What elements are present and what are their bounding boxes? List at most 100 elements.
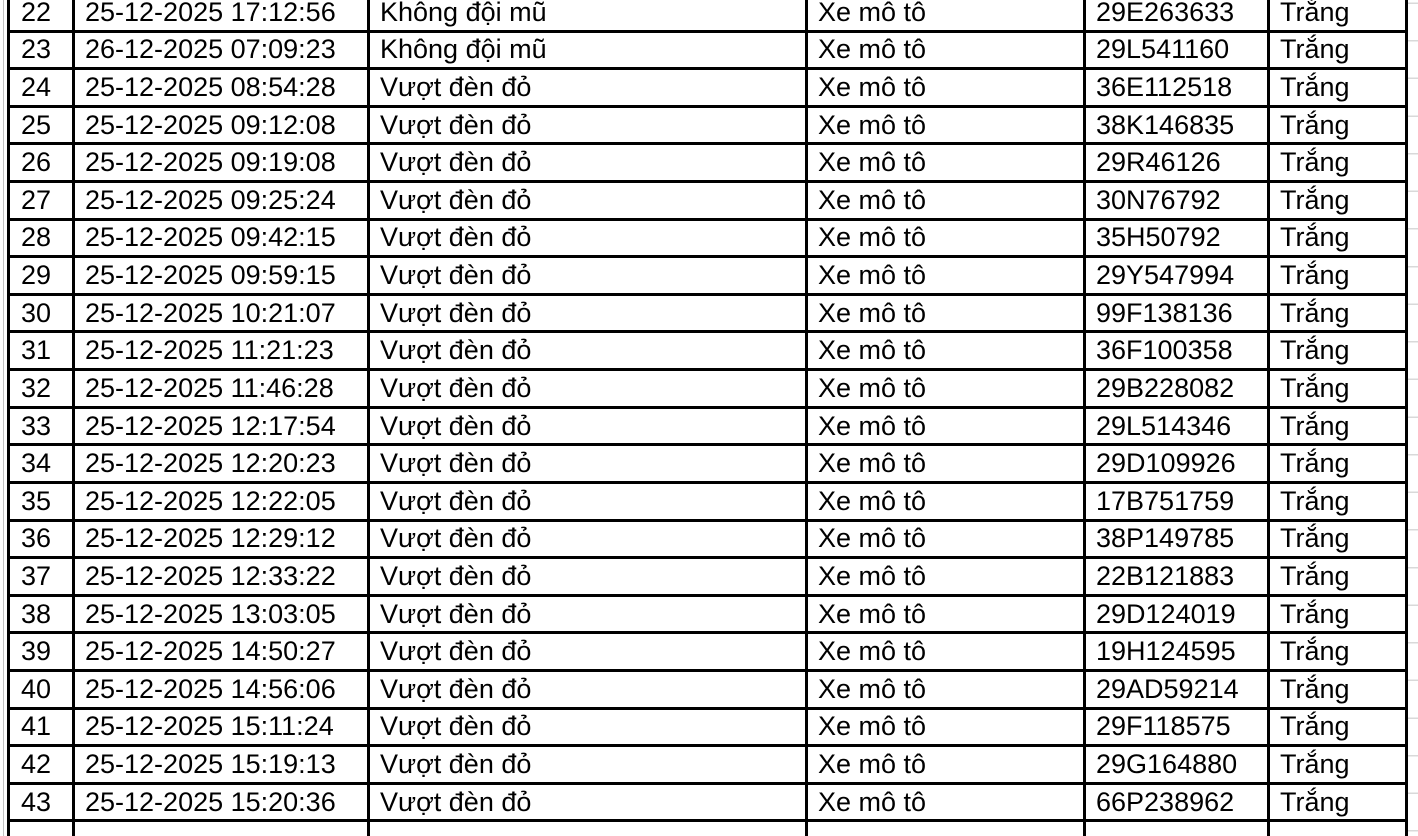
- cell-status[interactable]: Trắng: [1270, 446, 1408, 484]
- cell-vehicle-type[interactable]: Xe mô tô: [808, 634, 1086, 672]
- cell-row-number[interactable]: 33: [10, 408, 75, 447]
- cell-violation[interactable]: Vượt đèn đỏ: [370, 559, 808, 597]
- cell-status[interactable]: Trắng: [1270, 333, 1408, 372]
- cell-datetime[interactable]: 25-12-2025 15:19:13: [75, 747, 370, 785]
- cell-license-plate[interactable]: 17B751759: [1086, 483, 1270, 522]
- cell-vehicle-type[interactable]: Xe mô tô: [808, 333, 1086, 372]
- cell-license-plate[interactable]: 29L541160: [1086, 32, 1270, 71]
- cell-status[interactable]: Trắng: [1270, 784, 1408, 823]
- cell-row-number[interactable]: 29: [10, 258, 75, 296]
- cell-license-plate[interactable]: 36F100358: [1086, 333, 1270, 372]
- cell-vehicle-type[interactable]: Xe mô tô: [808, 784, 1086, 823]
- cell-row-number[interactable]: 28: [10, 220, 75, 259]
- cell-license-plate[interactable]: 29L514346: [1086, 408, 1270, 447]
- cell-status[interactable]: Trắng: [1270, 747, 1408, 785]
- cell-status[interactable]: Trắng: [1270, 671, 1408, 710]
- cell-datetime[interactable]: 25-12-2025 11:46:28: [75, 371, 370, 409]
- cell-status[interactable]: Trắng: [1270, 70, 1408, 108]
- cell-row-number[interactable]: 22: [10, 0, 75, 33]
- cell-row-number[interactable]: 37: [10, 559, 75, 597]
- cell-datetime[interactable]: 25-12-2025 15:20:36: [75, 784, 370, 823]
- cell-row-number[interactable]: 26: [10, 145, 75, 184]
- cell-vehicle-type[interactable]: Xe mô tô: [808, 183, 1086, 221]
- cell-vehicle-type[interactable]: Xe mô tô: [808, 371, 1086, 409]
- cell-status[interactable]: Trắng: [1270, 183, 1408, 221]
- cell-datetime[interactable]: 25-12-2025 11:21:23: [75, 333, 370, 372]
- cell-license-plate[interactable]: 29F118575: [1086, 709, 1270, 748]
- cell-license-plate[interactable]: 29E263633: [1086, 0, 1270, 33]
- cell-license-plate[interactable]: 66P238962: [1086, 784, 1270, 823]
- cell-row-number[interactable]: 27: [10, 183, 75, 221]
- cell-violation[interactable]: Vượt đèn đỏ: [370, 258, 808, 296]
- cell-datetime[interactable]: 25-12-2025 14:50:27: [75, 634, 370, 672]
- cell-vehicle-type[interactable]: Xe mô tô: [808, 446, 1086, 484]
- cell-license-plate[interactable]: 29G164880: [1086, 747, 1270, 785]
- cell-row-number[interactable]: 36: [10, 521, 75, 560]
- cell-vehicle-type[interactable]: Xe mô tô: [808, 559, 1086, 597]
- cell-violation[interactable]: Vượt đèn đỏ: [370, 70, 808, 108]
- cell-status[interactable]: Trắng: [1270, 371, 1408, 409]
- cell-vehicle-type[interactable]: Xe mô tô: [808, 258, 1086, 296]
- cell-vehicle-type[interactable]: [808, 822, 1086, 836]
- cell-violation[interactable]: Vượt đèn đỏ: [370, 747, 808, 785]
- cell-row-number[interactable]: 40: [10, 671, 75, 710]
- cell-datetime[interactable]: 25-12-2025 09:42:15: [75, 220, 370, 259]
- cell-status[interactable]: Trắng: [1270, 408, 1408, 447]
- cell-vehicle-type[interactable]: Xe mô tô: [808, 671, 1086, 710]
- cell-datetime[interactable]: 25-12-2025 15:11:24: [75, 709, 370, 748]
- cell-status[interactable]: Trắng: [1270, 634, 1408, 672]
- cell-datetime[interactable]: 25-12-2025 12:20:23: [75, 446, 370, 484]
- cell-license-plate[interactable]: 29R46126: [1086, 145, 1270, 184]
- cell-vehicle-type[interactable]: Xe mô tô: [808, 0, 1086, 33]
- cell-status[interactable]: Trắng: [1270, 145, 1408, 184]
- cell-violation[interactable]: [370, 822, 808, 836]
- cell-license-plate[interactable]: 38P149785: [1086, 521, 1270, 560]
- cell-status[interactable]: Trắng: [1270, 483, 1408, 522]
- cell-status[interactable]: Trắng: [1270, 709, 1408, 748]
- cell-violation[interactable]: Vượt đèn đỏ: [370, 709, 808, 748]
- cell-vehicle-type[interactable]: Xe mô tô: [808, 408, 1086, 447]
- cell-violation[interactable]: Không đội mũ: [370, 32, 808, 71]
- cell-violation[interactable]: Vượt đèn đỏ: [370, 483, 808, 522]
- cell-violation[interactable]: Vượt đèn đỏ: [370, 446, 808, 484]
- cell-violation[interactable]: Vượt đèn đỏ: [370, 183, 808, 221]
- cell-violation[interactable]: Vượt đèn đỏ: [370, 596, 808, 635]
- cell-license-plate[interactable]: 29AD59214: [1086, 671, 1270, 710]
- cell-row-number[interactable]: 25: [10, 107, 75, 146]
- cell-vehicle-type[interactable]: Xe mô tô: [808, 145, 1086, 184]
- cell-vehicle-type[interactable]: Xe mô tô: [808, 596, 1086, 635]
- cell-row-number[interactable]: 32: [10, 371, 75, 409]
- cell-datetime[interactable]: 25-12-2025 17:12:56: [75, 0, 370, 33]
- cell-license-plate[interactable]: 30N76792: [1086, 183, 1270, 221]
- cell-status[interactable]: Trắng: [1270, 596, 1408, 635]
- cell-vehicle-type[interactable]: Xe mô tô: [808, 220, 1086, 259]
- cell-violation[interactable]: Vượt đèn đỏ: [370, 671, 808, 710]
- cell-vehicle-type[interactable]: Xe mô tô: [808, 32, 1086, 71]
- cell-row-number[interactable]: 38: [10, 596, 75, 635]
- cell-row-number[interactable]: 35: [10, 483, 75, 522]
- cell-vehicle-type[interactable]: Xe mô tô: [808, 709, 1086, 748]
- cell-license-plate[interactable]: 29D124019: [1086, 596, 1270, 635]
- cell-license-plate[interactable]: 35H50792: [1086, 220, 1270, 259]
- cell-datetime[interactable]: [75, 822, 370, 836]
- cell-status[interactable]: Trắng: [1270, 32, 1408, 71]
- cell-violation[interactable]: Vượt đèn đỏ: [370, 295, 808, 334]
- cell-status[interactable]: [1270, 822, 1408, 836]
- cell-violation[interactable]: Vượt đèn đỏ: [370, 784, 808, 823]
- cell-status[interactable]: Trắng: [1270, 295, 1408, 334]
- cell-license-plate[interactable]: [1086, 822, 1270, 836]
- cell-violation[interactable]: Vượt đèn đỏ: [370, 145, 808, 184]
- cell-row-number[interactable]: 34: [10, 446, 75, 484]
- cell-row-number[interactable]: 42: [10, 747, 75, 785]
- cell-row-number[interactable]: 24: [10, 70, 75, 108]
- cell-datetime[interactable]: 25-12-2025 12:17:54: [75, 408, 370, 447]
- cell-license-plate[interactable]: 19H124595: [1086, 634, 1270, 672]
- cell-status[interactable]: Trắng: [1270, 521, 1408, 560]
- cell-license-plate[interactable]: 22B121883: [1086, 559, 1270, 597]
- cell-status[interactable]: Trắng: [1270, 559, 1408, 597]
- cell-datetime[interactable]: 26-12-2025 07:09:23: [75, 32, 370, 71]
- cell-row-number[interactable]: 39: [10, 634, 75, 672]
- cell-datetime[interactable]: 25-12-2025 13:03:05: [75, 596, 370, 635]
- cell-datetime[interactable]: 25-12-2025 09:19:08: [75, 145, 370, 184]
- cell-datetime[interactable]: 25-12-2025 09:12:08: [75, 107, 370, 146]
